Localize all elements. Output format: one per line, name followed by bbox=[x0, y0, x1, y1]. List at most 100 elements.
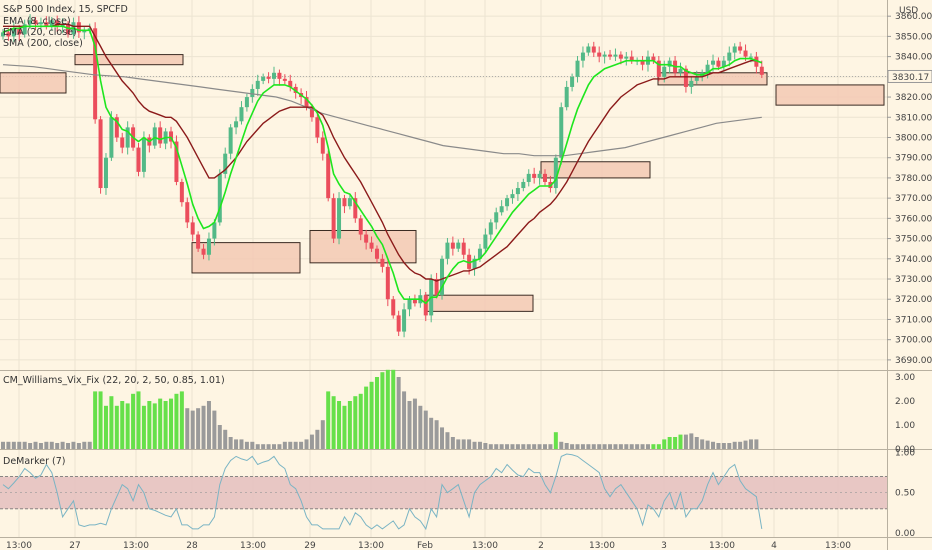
candle-99 bbox=[537, 170, 542, 185]
time-tick-label-6: 13:00 bbox=[358, 541, 384, 550]
vix-bar-122 bbox=[662, 439, 667, 449]
candle-body-103 bbox=[559, 107, 564, 158]
candle-body-137 bbox=[743, 50, 748, 57]
candle-body-37 bbox=[201, 248, 206, 255]
candle-body-40 bbox=[217, 173, 222, 223]
candle-body-53 bbox=[288, 80, 293, 87]
candle-71 bbox=[385, 260, 390, 307]
price-tick-label-10: 3790.00 bbox=[895, 154, 932, 164]
candle-72 bbox=[391, 296, 396, 319]
candle-body-71 bbox=[385, 266, 390, 300]
candle-body-15 bbox=[82, 30, 87, 33]
vix-bar-55 bbox=[299, 441, 304, 449]
indicator-legend-2: SMA (200, close) bbox=[3, 38, 83, 49]
vix-bar-3 bbox=[17, 441, 22, 449]
vix-bar-109 bbox=[591, 444, 596, 449]
candle-body-36 bbox=[196, 234, 201, 249]
candle-body-66 bbox=[358, 218, 363, 235]
vix-bar-96 bbox=[521, 444, 526, 449]
price-tick-label-8: 3770.00 bbox=[895, 194, 932, 204]
candle-body-19 bbox=[103, 157, 108, 189]
vix-bar-38 bbox=[206, 401, 211, 449]
time-tick-label-8: 13:00 bbox=[472, 541, 498, 550]
candle-42 bbox=[228, 124, 233, 160]
vix-bar-30 bbox=[163, 401, 168, 449]
vix-bar-27 bbox=[147, 401, 152, 449]
ema8-line bbox=[2, 25, 763, 305]
candle-95 bbox=[515, 181, 520, 201]
candle-111 bbox=[602, 51, 607, 64]
ema20-line bbox=[3, 23, 763, 282]
vix-bar-19 bbox=[103, 405, 108, 449]
price-tick-label-16: 3850.00 bbox=[895, 32, 932, 42]
candle-106 bbox=[575, 56, 580, 83]
candle-134 bbox=[727, 46, 732, 67]
vix-bar-94 bbox=[510, 444, 515, 449]
candle-body-90 bbox=[488, 222, 493, 235]
candle-60 bbox=[326, 150, 331, 202]
vix-bar-21 bbox=[114, 405, 119, 449]
candle-body-58 bbox=[315, 117, 320, 138]
candle-body-67 bbox=[364, 234, 369, 243]
candle-133 bbox=[721, 56, 726, 72]
demarker-tick-label-2: 1.00 bbox=[895, 448, 915, 458]
candle-127 bbox=[689, 76, 694, 94]
vix-bar-119 bbox=[645, 444, 650, 449]
candle-body-81 bbox=[440, 258, 445, 296]
candle-body-83 bbox=[450, 242, 455, 249]
vix-bar-81 bbox=[440, 427, 445, 449]
vix-bar-87 bbox=[472, 441, 477, 449]
candle-80 bbox=[434, 272, 439, 299]
vix-bar-0 bbox=[1, 441, 5, 449]
candle-body-112 bbox=[608, 54, 613, 57]
vix-bar-85 bbox=[461, 439, 466, 449]
candle-87 bbox=[472, 255, 477, 276]
vix-bar-95 bbox=[515, 444, 520, 449]
time-tick-label-5: 29 bbox=[304, 541, 316, 550]
candle-19 bbox=[103, 153, 108, 195]
candle-140 bbox=[759, 60, 764, 79]
candle-63 bbox=[342, 194, 347, 214]
candle-body-102 bbox=[553, 157, 558, 189]
candle-body-14 bbox=[76, 22, 81, 33]
candle-26 bbox=[141, 131, 146, 178]
vix-bar-108 bbox=[586, 444, 591, 449]
candle-body-110 bbox=[597, 52, 602, 57]
candle-66 bbox=[358, 215, 363, 241]
candle-68 bbox=[369, 236, 374, 252]
candle-body-35 bbox=[190, 222, 195, 235]
candle-body-100 bbox=[543, 173, 547, 182]
vix-bar-132 bbox=[716, 443, 721, 449]
vix-bar-100 bbox=[543, 444, 547, 449]
candle-body-43 bbox=[234, 121, 239, 128]
zone-box-5 bbox=[540, 161, 651, 179]
chart-title: S&P 500 Index, 15, SPCFD bbox=[3, 4, 128, 15]
vix-bar-40 bbox=[217, 425, 222, 449]
vix-bar-26 bbox=[141, 405, 146, 449]
vix-bar-29 bbox=[158, 398, 163, 449]
vix-bar-114 bbox=[618, 444, 623, 449]
candle-20 bbox=[109, 111, 114, 161]
vix-bar-72 bbox=[391, 369, 396, 449]
candle-body-7 bbox=[38, 22, 43, 25]
candle-body-120 bbox=[651, 56, 656, 61]
candle-body-63 bbox=[342, 198, 347, 207]
candle-50 bbox=[272, 66, 276, 85]
candle-135 bbox=[732, 43, 737, 60]
vix-bar-117 bbox=[635, 444, 640, 449]
vix-bar-129 bbox=[700, 439, 705, 449]
candle-52 bbox=[282, 74, 287, 85]
candle-body-95 bbox=[515, 188, 520, 195]
vix-bar-45 bbox=[244, 441, 249, 449]
candle-body-115 bbox=[624, 56, 629, 59]
candle-body-136 bbox=[738, 46, 743, 51]
candle-48 bbox=[261, 73, 266, 85]
price-tick-label-7: 3760.00 bbox=[895, 214, 932, 224]
candle-8 bbox=[44, 16, 49, 30]
vix-bar-116 bbox=[629, 444, 634, 449]
candle-105 bbox=[570, 73, 575, 92]
candle-14 bbox=[76, 16, 81, 39]
vix-bar-32 bbox=[174, 393, 179, 449]
candle-body-0 bbox=[1, 32, 5, 37]
price-tick-label-0: 3690.00 bbox=[895, 356, 932, 366]
